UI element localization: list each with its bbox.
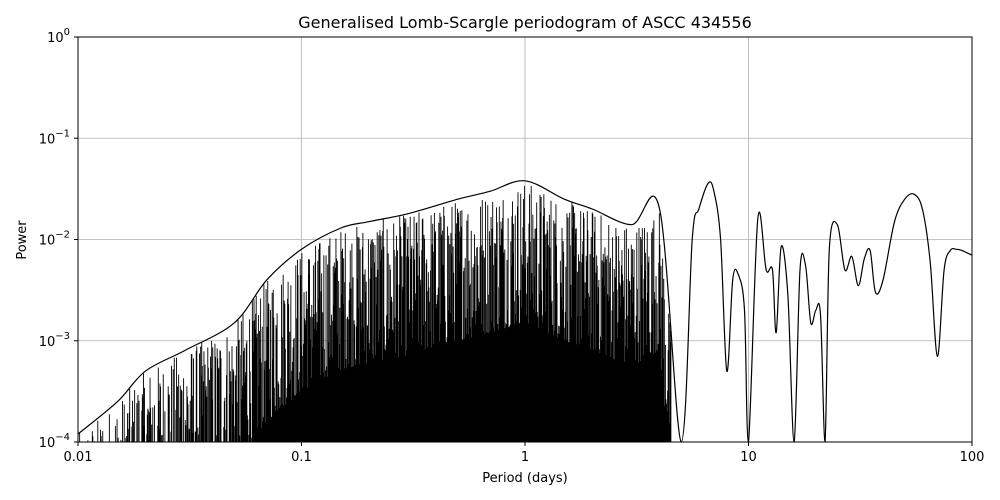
series-line	[77, 180, 973, 443]
x-tick-label: 0.01	[64, 450, 93, 465]
x-axis-label: Period (days)	[482, 471, 568, 486]
x-axis-ticks: 0.01 0.1 1 10 100	[64, 442, 985, 465]
x-tick-label: 0.1	[291, 450, 312, 465]
chart-title: Generalised Lomb-Scargle periodogram of …	[298, 13, 752, 32]
y-tick-label: 10−3	[39, 331, 70, 350]
noise-lines	[79, 186, 672, 442]
y-tick-label: 100	[47, 27, 70, 46]
noise-band	[79, 186, 672, 442]
y-axis-label: Power	[15, 220, 30, 260]
y-axis-ticks: 10−4 10−3 10−2 10−1 100	[39, 27, 78, 451]
x-tick-label: 100	[960, 450, 985, 465]
x-tick-label: 10	[740, 450, 757, 465]
y-tick-label: 10−1	[39, 128, 70, 147]
y-tick-label: 10−4	[39, 432, 70, 451]
x-tick-label: 1	[521, 450, 529, 465]
y-tick-label: 10−2	[39, 230, 70, 249]
